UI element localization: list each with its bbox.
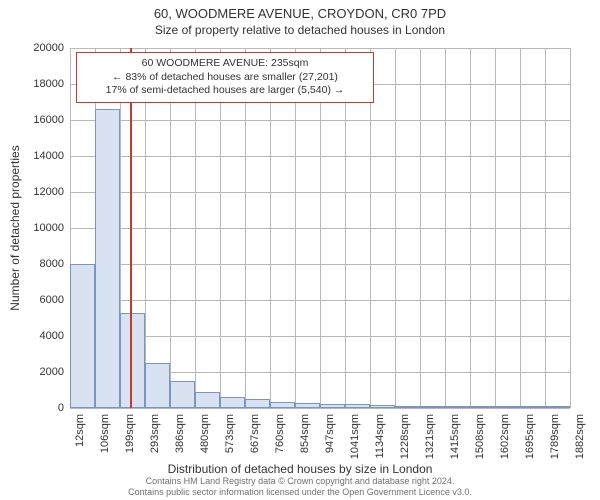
histogram-bar [145, 363, 170, 408]
y-tick-label: 0 [8, 402, 64, 414]
histogram-bar [470, 406, 495, 408]
histogram-bar [545, 406, 570, 408]
x-tick-label: 947sqm [324, 414, 336, 453]
histogram-bar [295, 403, 320, 408]
histogram-bar [70, 264, 95, 408]
histogram-bar [445, 406, 470, 408]
x-tick-label: 293sqm [149, 414, 161, 453]
y-tick-label: 14000 [8, 150, 64, 162]
footer-attribution: Contains HM Land Registry data © Crown c… [0, 476, 600, 498]
annotation-line: 17% of semi-detached houses are larger (… [83, 84, 367, 98]
x-tick-label: 1882sqm [574, 414, 586, 459]
y-tick-label: 18000 [8, 78, 64, 90]
y-tick-label: 16000 [8, 114, 64, 126]
gridline-v [420, 48, 421, 408]
x-tick-label: 1789sqm [549, 414, 561, 459]
y-tick-label: 20000 [8, 42, 64, 54]
gridline-v [570, 48, 571, 408]
page-root: 60, WOODMERE AVENUE, CROYDON, CR0 7PD Si… [0, 0, 600, 500]
y-tick-label: 6000 [8, 294, 64, 306]
y-tick-label: 10000 [8, 222, 64, 234]
annotation-line: ← 83% of detached houses are smaller (27… [83, 71, 367, 85]
histogram-bar [420, 406, 445, 408]
x-tick-label: 1415sqm [449, 414, 461, 459]
x-tick-label: 1041sqm [349, 414, 361, 459]
histogram-bar [170, 381, 195, 408]
gridline-v [545, 48, 546, 408]
footer-line-2: Contains public sector information licen… [0, 487, 600, 498]
x-tick-label: 760sqm [274, 414, 286, 453]
gridline-h [70, 408, 570, 409]
gridline-v [495, 48, 496, 408]
histogram-bar [495, 406, 520, 408]
histogram-bar [120, 313, 145, 408]
x-tick-label: 573sqm [224, 414, 236, 453]
x-axis-title: Distribution of detached houses by size … [0, 462, 600, 476]
x-tick-label: 1602sqm [499, 414, 511, 459]
y-tick-label: 12000 [8, 186, 64, 198]
gridline-v [445, 48, 446, 408]
x-tick-label: 1695sqm [524, 414, 536, 459]
histogram-bar [195, 392, 220, 408]
x-tick-label: 106sqm [99, 414, 111, 453]
gridline-v [470, 48, 471, 408]
histogram-bar [320, 404, 345, 409]
y-tick-label: 2000 [8, 366, 64, 378]
gridline-v [395, 48, 396, 408]
x-tick-label: 1228sqm [399, 414, 411, 459]
y-tick-label: 8000 [8, 258, 64, 270]
histogram-bar [245, 399, 270, 408]
chart-area: 60 WOODMERE AVENUE: 235sqm← 83% of detac… [70, 48, 570, 408]
x-tick-label: 199sqm [124, 414, 136, 453]
x-tick-label: 1321sqm [424, 414, 436, 459]
gridline-v [520, 48, 521, 408]
x-tick-label: 480sqm [199, 414, 211, 453]
chart-title-main: 60, WOODMERE AVENUE, CROYDON, CR0 7PD [0, 0, 600, 21]
annotation-box: 60 WOODMERE AVENUE: 235sqm← 83% of detac… [76, 52, 374, 103]
histogram-bar [345, 404, 370, 408]
histogram-bar [220, 397, 245, 408]
x-tick-label: 386sqm [174, 414, 186, 453]
x-tick-label: 12sqm [74, 414, 86, 447]
histogram-bar [370, 405, 395, 408]
x-tick-label: 1134sqm [374, 414, 386, 458]
footer-line-1: Contains HM Land Registry data © Crown c… [0, 476, 600, 487]
chart-title-sub: Size of property relative to detached ho… [0, 21, 600, 37]
histogram-bar [395, 406, 420, 408]
histogram-bar [520, 406, 545, 408]
x-tick-label: 1508sqm [474, 414, 486, 459]
x-tick-label: 667sqm [249, 414, 261, 453]
y-tick-label: 4000 [8, 330, 64, 342]
x-tick-label: 854sqm [299, 414, 311, 453]
histogram-bar [270, 402, 295, 408]
annotation-line: 60 WOODMERE AVENUE: 235sqm [83, 57, 367, 71]
histogram-bar [95, 109, 120, 408]
